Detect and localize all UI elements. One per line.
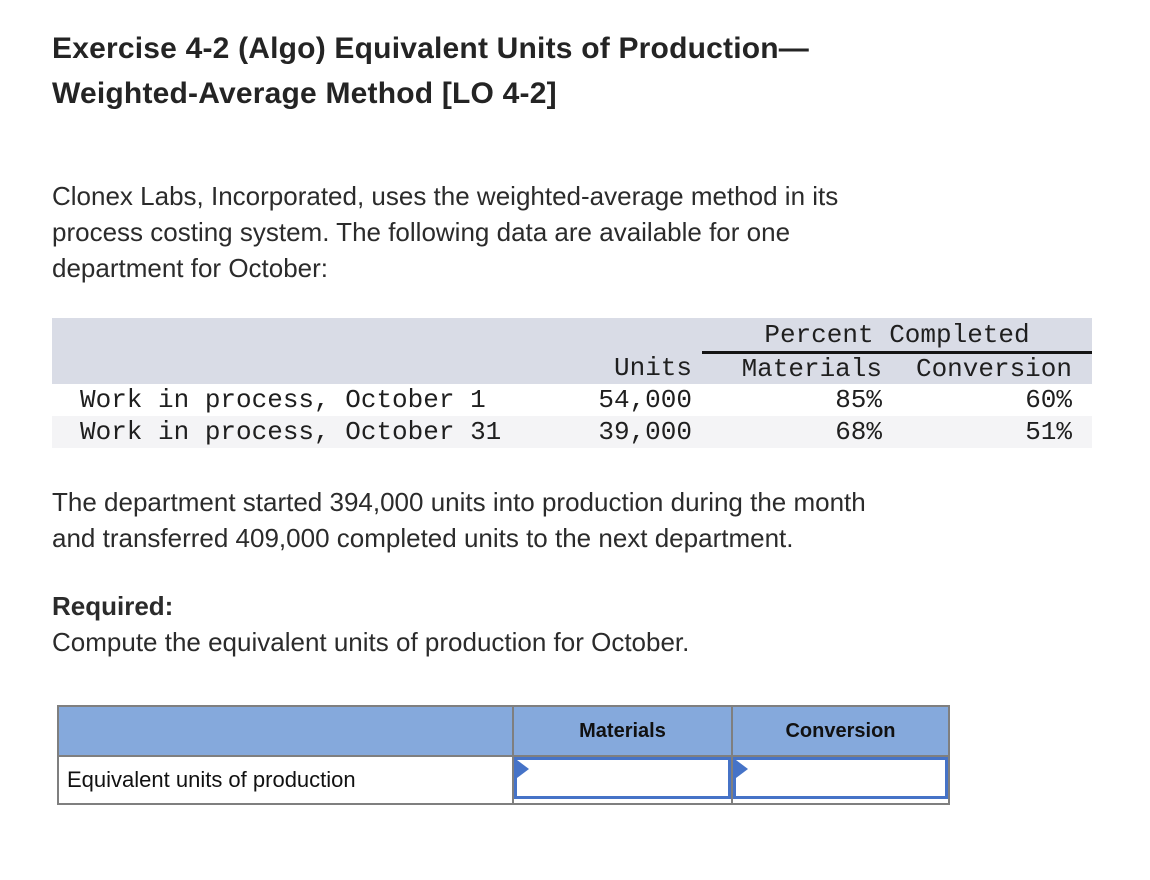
percent-completed-header: Percent Completed [702, 318, 1092, 354]
column-header-row: Units Materials Conversion [52, 352, 1092, 385]
conversion-percent-value: 60% [1025, 385, 1072, 415]
materials-percent-value: 85% [835, 385, 882, 415]
page-title: Exercise 4-2 (Algo) Equivalent Units of … [52, 32, 809, 110]
label-column-header [52, 353, 522, 385]
conversion-percent-value: 51% [1025, 417, 1072, 447]
conversion-answer-input[interactable] [733, 757, 948, 799]
answer-header-row: Materials Conversion [57, 705, 950, 757]
units-column-header: Units [613, 353, 692, 384]
materials-percent-value: 68% [835, 417, 882, 447]
answer-flag-icon [736, 760, 748, 778]
units-value: 54,000 [598, 385, 692, 415]
intro-paragraph: Clonex Labs, Incorporated, uses the weig… [52, 181, 839, 283]
answer-materials-header: Materials [512, 705, 733, 757]
answer-blank-header [57, 705, 514, 757]
conversion-column-header: Conversion [915, 354, 1072, 384]
answer-flag-icon [517, 760, 529, 778]
production-data-table: Percent Completed Units Materials Conver… [52, 318, 1092, 448]
exercise-page: Exercise 4-2 (Algo) Equivalent Units of … [0, 26, 1150, 880]
materials-answer-cell [512, 755, 733, 805]
answer-row-equivalent-units: Equivalent units of production [57, 755, 950, 805]
row-label: Work in process, October 31 [80, 417, 502, 447]
materials-column-header: Materials [741, 354, 882, 384]
materials-answer-input[interactable] [514, 757, 731, 799]
units-value: 39,000 [598, 417, 692, 447]
facts-paragraph: The department started 394,000 units int… [52, 487, 866, 553]
required-label: Required: [52, 591, 174, 621]
table-row-wip-october-31: Work in process, October 31 39,000 68% 5… [52, 416, 1092, 448]
answer-table: Materials Conversion Equivalent units of… [57, 705, 950, 805]
table-row-wip-october-1: Work in process, October 1 54,000 85% 60… [52, 384, 1092, 416]
instruction-text: Compute the equivalent units of producti… [52, 627, 690, 657]
row-label: Work in process, October 1 [80, 385, 486, 415]
group-header-spacer [52, 318, 702, 353]
conversion-answer-cell [731, 755, 950, 805]
answer-row-label: Equivalent units of production [57, 755, 514, 805]
answer-conversion-header: Conversion [731, 705, 950, 757]
group-header-row: Percent Completed [52, 318, 1092, 354]
